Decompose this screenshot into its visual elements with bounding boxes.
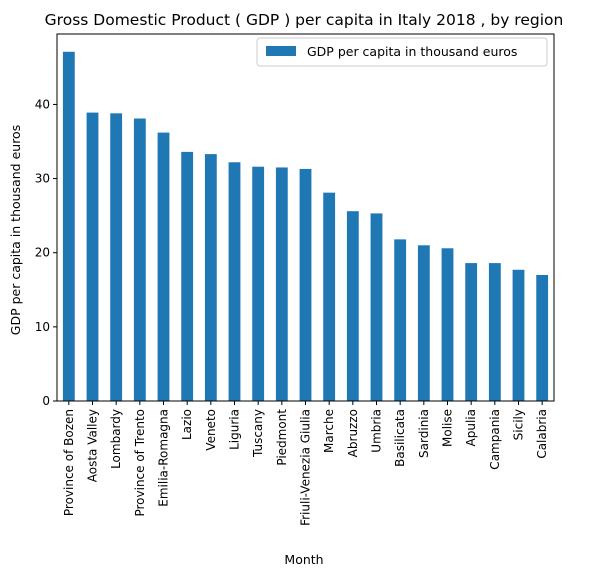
x-tick-label: Tuscany: [251, 409, 265, 458]
y-tick-label: 10: [35, 320, 50, 334]
y-axis-label: GDP per capita in thousand euros: [8, 125, 23, 335]
x-tick-label: Umbria: [370, 409, 384, 453]
bar-4: [158, 133, 170, 401]
x-tick-label: Veneto: [204, 409, 218, 451]
bars-group: [63, 52, 548, 401]
bar-9: [276, 167, 288, 401]
bar-20: [536, 275, 548, 401]
x-tick-label: Friuli-Venezia Giulia: [299, 409, 313, 526]
x-tick-label: Province of Bozen: [62, 409, 76, 516]
x-tick-label: Piedmont: [275, 409, 289, 466]
x-tick-label: Lombardy: [109, 409, 123, 469]
x-tick-label: Lazio: [180, 409, 194, 440]
chart-title: Gross Domestic Product ( GDP ) per capit…: [45, 11, 564, 29]
bar-14: [394, 239, 406, 401]
bar-13: [371, 213, 383, 401]
legend-label: GDP per capita in thousand euros: [307, 44, 517, 59]
x-tick-label: Marche: [322, 409, 336, 453]
legend: GDP per capita in thousand euros: [257, 38, 547, 66]
bar-12: [347, 211, 359, 401]
bar-0: [63, 52, 75, 401]
x-tick-label: Molise: [441, 409, 455, 447]
bar-18: [489, 263, 501, 401]
bar-7: [229, 162, 241, 401]
x-tick-label: Sardinia: [417, 409, 431, 458]
y-axis-ticks: 0 10 20 30 40: [35, 97, 57, 408]
y-tick-label: 0: [42, 394, 50, 408]
x-axis-label: Month: [284, 552, 323, 567]
bar-15: [418, 245, 430, 401]
bar-1: [87, 113, 99, 401]
y-tick-label: 30: [35, 172, 50, 186]
y-tick-label: 20: [35, 246, 50, 260]
bar-8: [252, 167, 264, 401]
x-tick-label: Calabria: [535, 409, 549, 459]
bar-11: [323, 193, 335, 401]
bar-6: [205, 154, 217, 401]
x-tick-label: Province of Trento: [133, 409, 147, 517]
x-axis-ticks: Province of Bozen Aosta Valley Lombardy Pro…: [62, 401, 549, 526]
x-tick-label: Abruzzo: [346, 409, 360, 457]
x-tick-label: Liguria: [228, 409, 242, 450]
x-tick-label: Basilicata: [393, 409, 407, 467]
y-tick-label: 40: [35, 97, 50, 111]
x-tick-label: Sicily: [512, 409, 526, 440]
bar-10: [300, 169, 312, 401]
x-tick-label: Aosta Valley: [86, 409, 100, 482]
x-tick-label: Emilia-Romagna: [157, 409, 171, 507]
bar-19: [513, 270, 525, 401]
bar-3: [134, 119, 146, 401]
bar-5: [181, 152, 193, 401]
legend-swatch: [266, 46, 296, 56]
x-tick-label: Apulia: [464, 409, 478, 446]
x-tick-label: Campania: [488, 409, 502, 470]
bar-17: [465, 263, 477, 401]
bar-2: [110, 113, 122, 401]
bar-16: [442, 248, 454, 401]
